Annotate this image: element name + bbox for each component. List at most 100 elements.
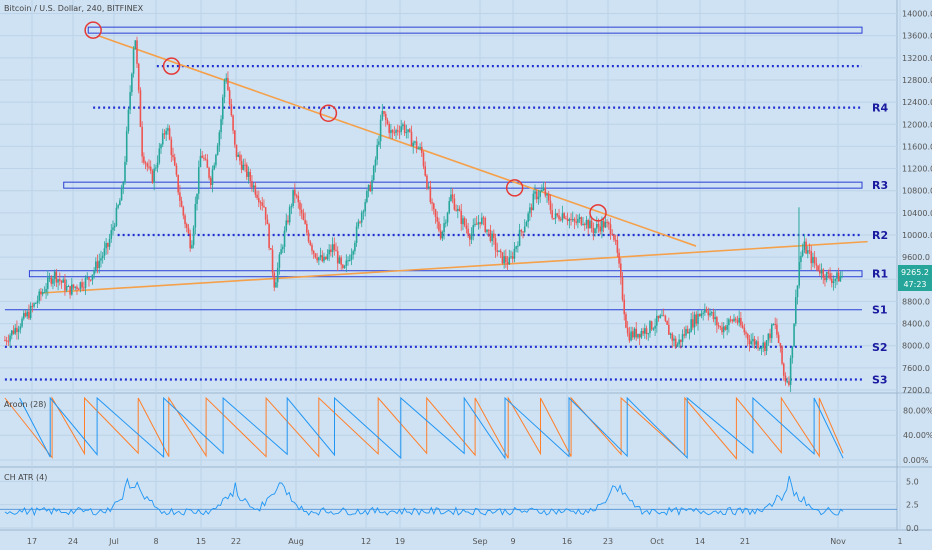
candle-body: [652, 328, 655, 330]
candle-body: [589, 220, 591, 229]
candle-body: [673, 338, 675, 341]
atr-line: [4, 475, 844, 517]
candle-body: [96, 261, 99, 269]
candle-body: [724, 326, 727, 330]
candle-body: [505, 256, 507, 263]
price-tick-label: 12000.0: [902, 120, 932, 129]
candle-body: [453, 198, 456, 210]
candle-body: [36, 300, 39, 304]
candle-body: [721, 327, 723, 333]
candle-body: [657, 315, 660, 319]
candle-body: [607, 222, 610, 225]
candle-body: [618, 252, 620, 264]
marked-highs: [84, 21, 607, 222]
time-tick-label: 17: [27, 537, 37, 546]
candle-body: [729, 319, 732, 321]
candle-body: [103, 248, 106, 256]
candle-body: [110, 230, 113, 239]
candle-body: [43, 292, 46, 294]
time-tick-label: 24: [68, 537, 78, 546]
candle-body: [122, 182, 125, 189]
chart-title: Bitcoin / U.S. Dollar, 240, BITFINEX: [4, 4, 144, 13]
candle-body: [340, 257, 342, 265]
candle-body: [400, 126, 402, 132]
candle-body: [206, 159, 209, 168]
time-tick-label: Aug: [288, 537, 304, 546]
time-axis[interactable]: 17 24 Jul 8 15 22 Aug 12 19 Sep 9 16 23 Oct 14 21 Nov 1: [27, 537, 903, 546]
candle-body: [192, 227, 195, 246]
candle-body: [391, 130, 394, 133]
time-tick-label: 21: [740, 537, 750, 546]
candle-body: [534, 191, 536, 194]
candle-body: [65, 286, 68, 291]
candle-body: [812, 256, 814, 264]
candle-body: [776, 324, 778, 335]
price-tick-label: 7200.0: [902, 386, 930, 395]
candle-body: [10, 330, 13, 336]
candle-body: [256, 194, 258, 198]
trendlines: [39, 34, 868, 294]
candle-body: [714, 317, 716, 320]
candle-body: [26, 311, 29, 317]
candle-body: [115, 207, 118, 226]
candle-body: [64, 279, 66, 291]
candle-body: [506, 262, 509, 265]
candle-body: [266, 219, 269, 225]
candle-body: [79, 282, 82, 290]
candle-body: [463, 218, 466, 226]
candle-body: [619, 263, 622, 278]
candle-body: [683, 334, 686, 336]
candle-body: [837, 272, 840, 282]
candle-body: [342, 264, 344, 268]
candle-body: [606, 221, 608, 223]
candle-body: [41, 292, 44, 295]
candle-body: [621, 277, 624, 300]
candle-body: [345, 260, 348, 266]
candle-body: [661, 315, 663, 317]
candle-body: [707, 311, 710, 316]
candle-body: [784, 375, 787, 382]
price-tick-label: 12400.0: [902, 98, 932, 107]
atr-title: CH ATR (4): [4, 473, 47, 482]
candle-body: [228, 90, 231, 105]
candle-body: [168, 128, 171, 140]
candle-body: [431, 202, 433, 204]
time-tick-label: Sep: [472, 537, 487, 546]
level-label: S1: [872, 304, 888, 317]
candle-body: [827, 272, 830, 274]
candle-body: [510, 256, 512, 258]
candle-body: [263, 205, 265, 208]
candle-body: [616, 240, 619, 253]
candle-body: [613, 234, 615, 240]
candle-body: [261, 202, 264, 206]
candle-body: [508, 257, 511, 265]
candle-body: [155, 167, 157, 169]
candle-body: [290, 205, 293, 208]
price-tick-label: 12800.0: [902, 76, 932, 85]
candle-body: [609, 224, 612, 235]
time-tick-label: Jul: [108, 537, 119, 546]
candle-body: [307, 232, 310, 242]
time-tick-label: 22: [231, 537, 241, 546]
candle-body: [55, 271, 58, 283]
candle-body: [278, 254, 281, 268]
candle-body: [120, 188, 123, 201]
candle-body: [366, 190, 368, 203]
candle-body: [330, 249, 332, 252]
candle-body: [91, 274, 94, 281]
candle-body: [107, 242, 109, 247]
candle-body: [379, 119, 382, 142]
candle-body: [817, 265, 819, 271]
candle-body: [546, 194, 548, 196]
last-price-badge: 9265.2 47:23: [898, 265, 932, 291]
candle-body: [137, 63, 140, 91]
candle-body: [529, 207, 531, 214]
candle-body: [465, 225, 468, 229]
candle-body: [131, 73, 133, 93]
candle-body: [693, 314, 696, 328]
candle-body: [690, 319, 692, 332]
candle-body: [738, 317, 740, 323]
time-tick-label: Oct: [650, 537, 664, 546]
candle-body: [396, 130, 399, 132]
candle-body: [72, 284, 75, 288]
